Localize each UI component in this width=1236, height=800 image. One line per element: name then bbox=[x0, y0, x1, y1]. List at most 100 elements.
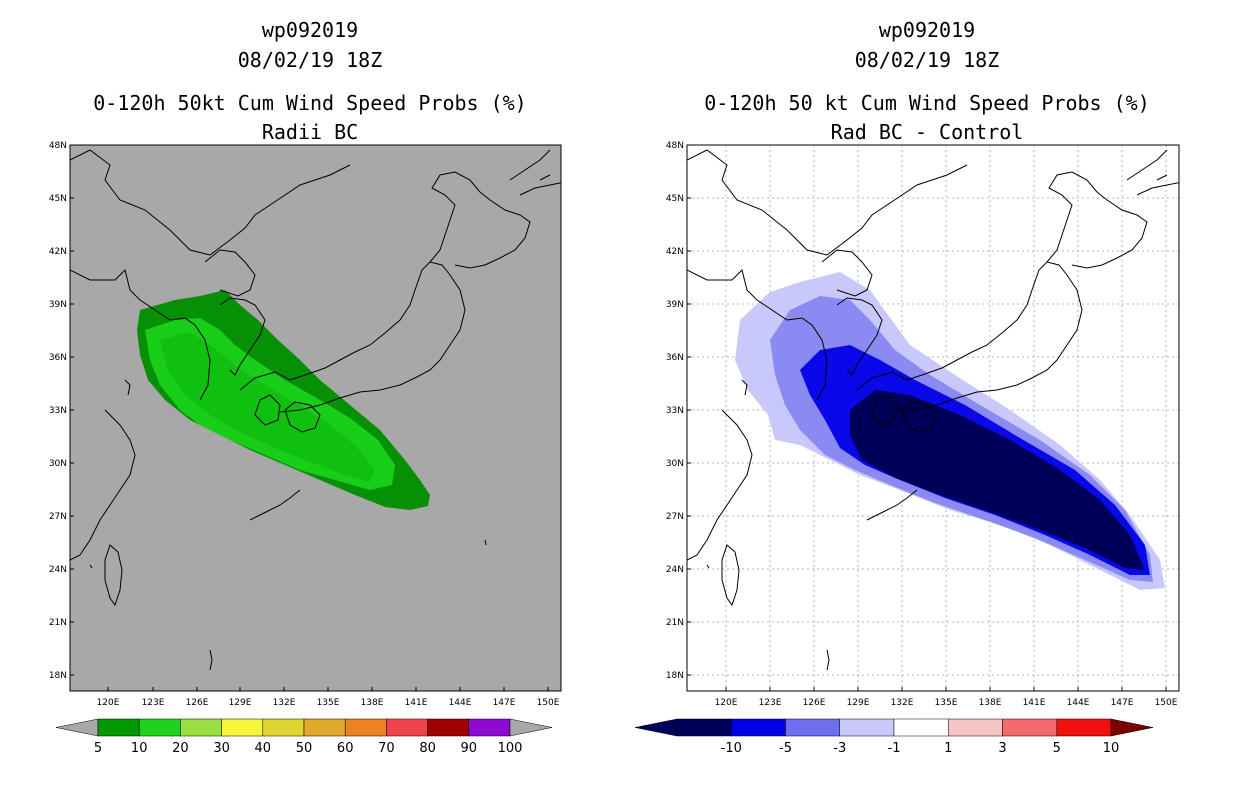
right-gridlines bbox=[687, 145, 1179, 691]
colorbar-swatch bbox=[344, 718, 387, 737]
colorbar-low-arrow bbox=[634, 718, 678, 737]
colorbar-swatch bbox=[427, 718, 470, 737]
lat-label: 24N bbox=[49, 565, 67, 575]
lon-label: 123E bbox=[142, 698, 165, 708]
colorbar-label: -5 bbox=[779, 741, 792, 756]
lon-label: 147E bbox=[1111, 698, 1134, 708]
colorbar-swatch bbox=[1002, 718, 1057, 737]
lat-label: 42N bbox=[666, 247, 684, 257]
coastline bbox=[70, 269, 211, 401]
lon-label: 129E bbox=[229, 698, 252, 708]
lat-label: 36N bbox=[666, 353, 684, 363]
coastline bbox=[70, 149, 351, 256]
colorbar-low-arrow bbox=[55, 718, 99, 737]
coastline bbox=[1046, 171, 1148, 269]
lon-label: 138E bbox=[361, 698, 384, 708]
colorbar-label: 100 bbox=[498, 741, 523, 756]
lat-label: 18N bbox=[666, 671, 684, 681]
coastline bbox=[866, 489, 918, 521]
coastline bbox=[687, 149, 968, 256]
coastline bbox=[70, 409, 136, 561]
left-probability-map: 48N 45N 42N 39N 36N 33N 30N 27N 24N 21N 18N 120E 123… bbox=[49, 141, 562, 708]
coastline bbox=[741, 379, 748, 396]
colorbar-label: 20 bbox=[172, 741, 189, 756]
colorbar-swatch bbox=[303, 718, 346, 737]
colorbar-label: 60 bbox=[337, 741, 354, 756]
coastline bbox=[254, 394, 281, 426]
lon-label: 120E bbox=[97, 698, 120, 708]
lat-label: 30N bbox=[49, 459, 67, 469]
colorbar-label: 5 bbox=[1053, 741, 1061, 756]
coastline bbox=[284, 401, 321, 433]
coastline bbox=[509, 149, 551, 181]
colorbar-label: -10 bbox=[721, 741, 742, 756]
lat-label: 30N bbox=[666, 459, 684, 469]
left-title-subtitle: Radii BC bbox=[261, 120, 359, 144]
coastline bbox=[89, 564, 93, 569]
colorbar-swatch bbox=[468, 718, 511, 737]
right-title-storm-id: wp092019 bbox=[878, 18, 976, 42]
lat-label: 39N bbox=[666, 300, 684, 310]
coastline bbox=[239, 261, 466, 413]
coastline bbox=[856, 261, 1083, 413]
lon-label: 144E bbox=[449, 698, 472, 708]
coastline bbox=[871, 394, 898, 426]
right-axis-labels: 48N 45N 42N 39N 36N 33N 30N 27N 24N 21N 18N 120E 123… bbox=[666, 141, 1178, 708]
lat-label: 27N bbox=[666, 512, 684, 522]
coastline bbox=[826, 649, 830, 671]
colorbar-swatch bbox=[138, 718, 181, 737]
coastline bbox=[1136, 182, 1179, 196]
lon-label: 141E bbox=[1023, 698, 1046, 708]
colorbar-high-arrow bbox=[1110, 718, 1154, 737]
lon-label: 135E bbox=[935, 698, 958, 708]
colorbar-label: 10 bbox=[131, 741, 148, 756]
colorbar-swatch bbox=[262, 718, 305, 737]
left-map-frame bbox=[69, 144, 562, 692]
colorbar-swatch bbox=[893, 718, 949, 737]
lon-label: 132E bbox=[891, 698, 914, 708]
coastline bbox=[484, 539, 487, 546]
lat-label: 45N bbox=[666, 194, 684, 204]
right-title-subtitle: Rad BC - Control bbox=[830, 120, 1024, 144]
colorbar-swatch bbox=[731, 718, 786, 737]
colorbar-label: 50 bbox=[296, 741, 313, 756]
right-title-product: 0-120h 50 kt Cum Wind Speed Probs (%) bbox=[704, 91, 1150, 115]
lon-label: 126E bbox=[186, 698, 209, 708]
lon-label: 147E bbox=[493, 698, 516, 708]
lat-label: 48N bbox=[49, 141, 67, 151]
lat-label: 21N bbox=[49, 618, 67, 628]
coastline bbox=[204, 249, 256, 297]
left-colorbar: 5 10 20 30 40 50 60 70 80 90 100 bbox=[55, 718, 553, 756]
colorbar-label: 3 bbox=[998, 741, 1006, 756]
lat-label: 36N bbox=[49, 353, 67, 363]
left-title-date: 08/02/19 18Z bbox=[237, 48, 383, 72]
colorbar-label: 10 bbox=[1103, 741, 1120, 756]
lon-label: 135E bbox=[317, 698, 340, 708]
right-difference-map: 48N 45N 42N 39N 36N 33N 30N 27N 24N 21N 18N 120E 123… bbox=[666, 141, 1180, 708]
lon-label: 132E bbox=[273, 698, 296, 708]
lon-label: 123E bbox=[759, 698, 782, 708]
lon-label: 141E bbox=[405, 698, 428, 708]
coastline bbox=[539, 174, 551, 181]
left-coastlines bbox=[70, 149, 561, 671]
colorbar-label: 30 bbox=[213, 741, 230, 756]
lat-label: 33N bbox=[666, 406, 684, 416]
coastline bbox=[687, 269, 828, 401]
colorbar-label: 40 bbox=[255, 741, 272, 756]
lat-label: 42N bbox=[49, 247, 67, 257]
colorbar-swatch bbox=[386, 718, 428, 737]
lat-label: 27N bbox=[49, 512, 67, 522]
lon-label: 120E bbox=[715, 698, 738, 708]
right-title-date: 08/02/19 18Z bbox=[854, 48, 1000, 72]
coastline bbox=[519, 182, 561, 196]
coastline bbox=[821, 249, 873, 297]
lat-label: 39N bbox=[49, 300, 67, 310]
colorbar-swatch bbox=[221, 718, 264, 737]
coastline bbox=[687, 409, 753, 561]
coastline bbox=[1126, 149, 1168, 181]
colorbar-label: 5 bbox=[94, 741, 102, 756]
coastline bbox=[429, 171, 531, 269]
lat-label: 45N bbox=[49, 194, 67, 204]
right-coastlines bbox=[687, 149, 1179, 671]
